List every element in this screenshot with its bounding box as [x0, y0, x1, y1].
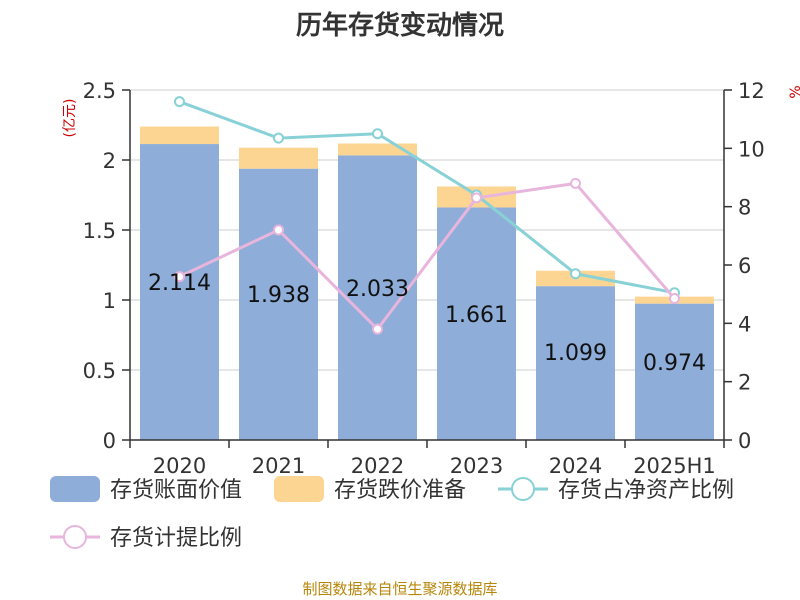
bar-book-value	[635, 303, 714, 440]
point-provision-ratio	[273, 224, 284, 236]
point-provision-ratio	[372, 323, 383, 335]
bar-value-label: 0.974	[643, 351, 706, 376]
bar-value-label: 1.661	[445, 303, 508, 328]
bar-reserve	[140, 126, 219, 145]
right-tick-label: 8	[738, 196, 751, 220]
legend-marker	[511, 477, 535, 501]
point-provision-ratio	[669, 293, 680, 305]
right-tick-label: 0	[738, 429, 751, 453]
bar-book-value	[140, 144, 219, 441]
x-tick-label: 2022	[351, 454, 404, 478]
legend-label: 存货占净资产比例	[558, 478, 734, 503]
legend-swatch	[50, 476, 100, 502]
x-tick-label: 2021	[252, 454, 305, 478]
point-provision-ratio	[174, 271, 185, 283]
point-ratio-net-assets	[372, 128, 383, 140]
right-tick-label: 6	[738, 254, 751, 278]
legend-label: 存货计提比例	[110, 526, 242, 551]
point-provision-ratio	[471, 192, 482, 204]
point-ratio-net-assets	[174, 96, 185, 108]
x-tick-label: 2025H1	[633, 454, 716, 478]
right-axis-unit: %	[788, 85, 800, 98]
bar-book-value	[437, 207, 516, 440]
bar-value-label: 1.099	[544, 341, 607, 366]
left-tick-label: 2	[103, 149, 116, 173]
right-tick-label: 12	[738, 79, 765, 103]
left-tick-label: 1.5	[83, 219, 116, 243]
left-tick-label: 2.5	[83, 79, 116, 103]
line-ratio-net-assets	[178, 100, 675, 295]
legend-marker	[63, 525, 87, 549]
left-tick-label: 1	[103, 289, 116, 313]
axes: 0 0.5 1 1.5 2 2.5 0 2 4 6 8 10 12 2020 2021 2022 2023 202…	[83, 79, 765, 478]
x-tick-label: 2024	[549, 454, 602, 478]
x-tick-label: 2023	[450, 454, 503, 478]
left-axis-unit: (亿元)	[62, 99, 78, 138]
line-provision-ratio	[178, 181, 676, 332]
point-ratio-net-assets	[273, 132, 284, 144]
bars	[140, 126, 714, 441]
bar-book-value	[536, 286, 615, 440]
right-tick-label: 2	[738, 371, 751, 395]
bar-book-value	[338, 155, 417, 440]
bar-value-label: 1.938	[247, 283, 310, 308]
bar-value-label: 2.033	[346, 277, 409, 302]
legend-swatch	[274, 476, 324, 502]
bar-value-label: 2.114	[148, 271, 211, 296]
right-tick-label: 4	[738, 312, 751, 336]
line-series	[174, 96, 680, 335]
bar-reserve	[239, 147, 318, 169]
bar-book-value	[239, 168, 318, 440]
legend-label: 存货跌价准备	[334, 478, 466, 503]
chart-title: 历年存货变动情况	[296, 10, 504, 41]
legend-label: 存货账面价值	[110, 478, 242, 503]
bar-reserve	[338, 143, 417, 156]
right-tick-label: 10	[738, 137, 765, 161]
data-labels: 2.114 1.938 2.033 1.661 1.099 0.974	[148, 271, 706, 376]
x-tick-label: 2020	[153, 454, 206, 478]
point-provision-ratio	[570, 177, 581, 189]
point-ratio-net-assets	[570, 268, 581, 280]
source-note: 制图数据来自恒生聚源数据库	[302, 580, 497, 598]
left-tick-label: 0	[103, 429, 116, 453]
left-tick-label: 0.5	[83, 359, 116, 383]
